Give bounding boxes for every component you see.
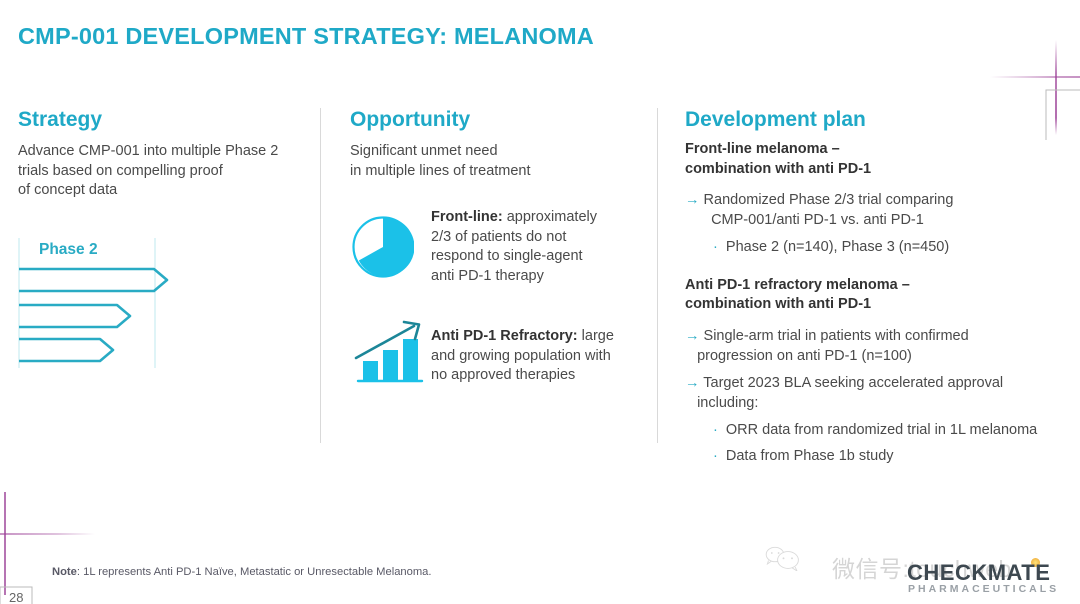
svg-text:Phase 2: Phase 2 [39, 241, 98, 258]
